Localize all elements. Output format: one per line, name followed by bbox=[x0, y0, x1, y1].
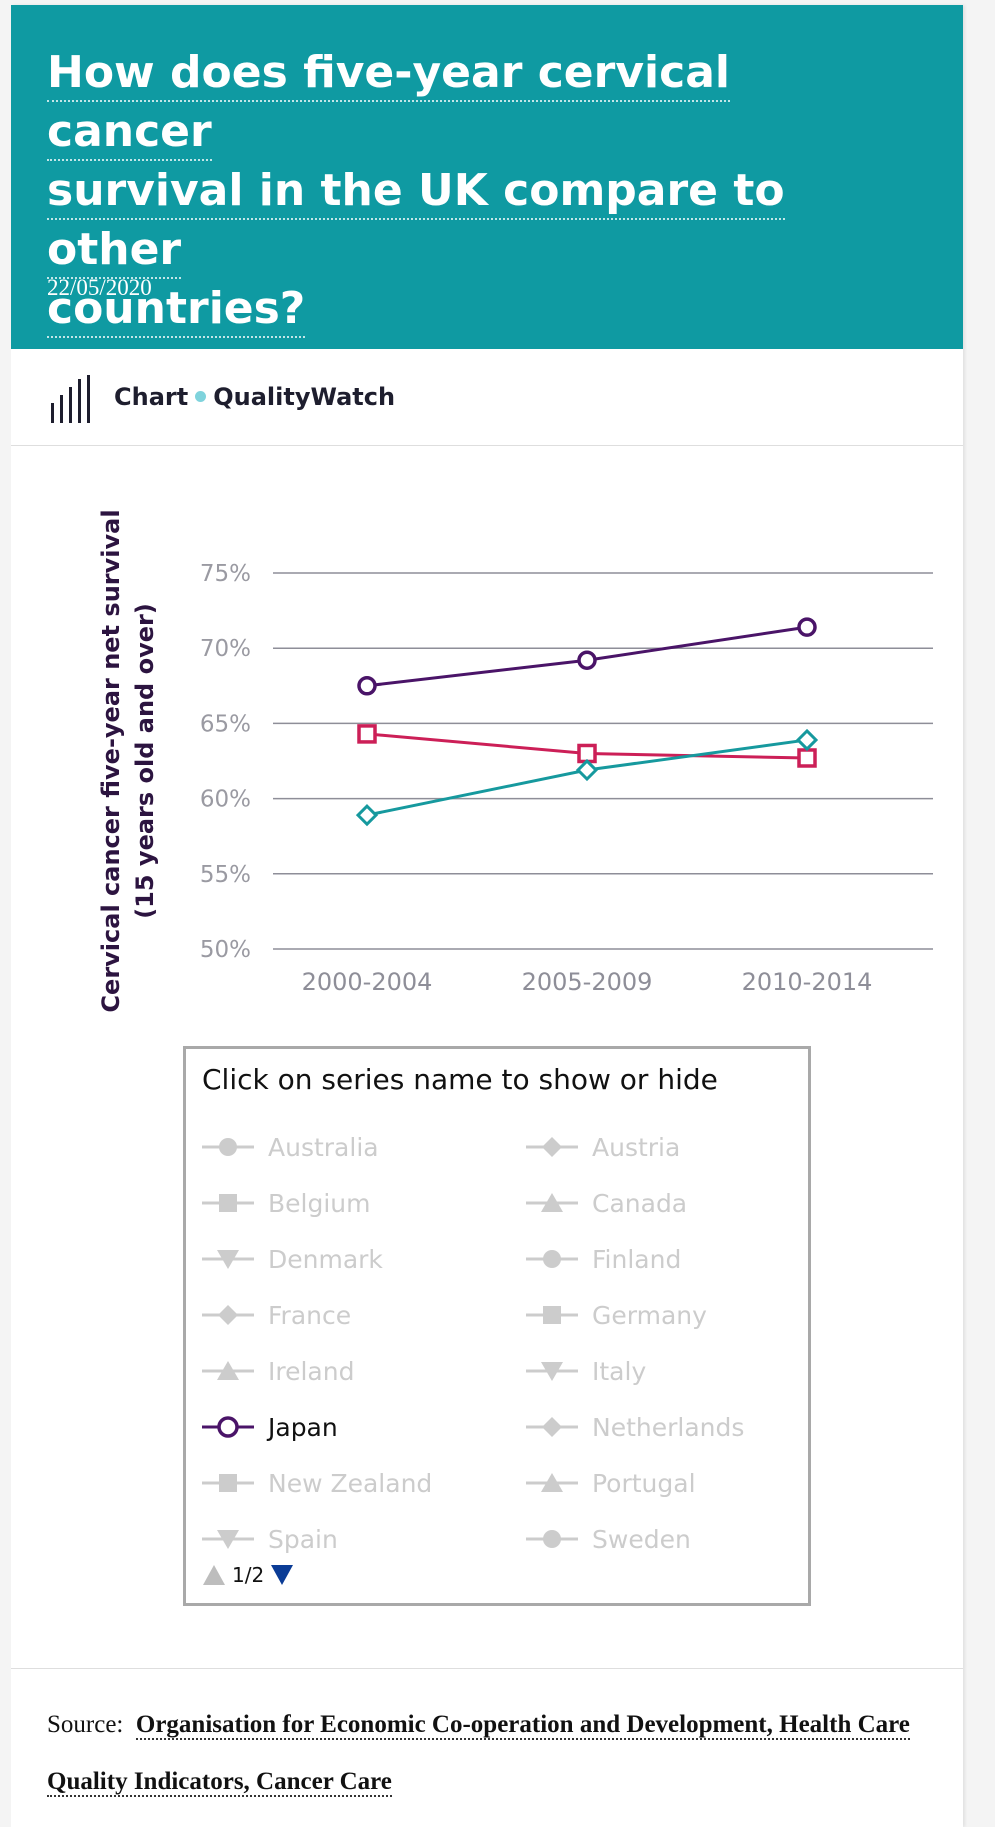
diamond-marker-icon bbox=[526, 1417, 578, 1437]
source-note: Source: Organisation for Economic Co-ope… bbox=[47, 1696, 927, 1810]
pager-label: 1/2 bbox=[232, 1563, 265, 1587]
data-point-diamond bbox=[795, 728, 819, 752]
y-tick-label: 70% bbox=[200, 636, 251, 662]
title-line-2: survival in the UK compare to other bbox=[47, 165, 785, 279]
source-label: Source: bbox=[47, 1711, 124, 1738]
y-tick-label: 75% bbox=[200, 561, 251, 587]
legend-item-label: New Zealand bbox=[268, 1468, 433, 1498]
legend-item[interactable]: Australia bbox=[200, 1119, 524, 1175]
legend-item[interactable]: Italy bbox=[524, 1343, 800, 1399]
square-marker-icon bbox=[526, 1306, 578, 1324]
triangle-down-marker-icon bbox=[526, 1362, 578, 1381]
legend-item-label: Germany bbox=[592, 1300, 707, 1330]
data-point-circle bbox=[357, 676, 377, 696]
legend-pager: 1/2 bbox=[202, 1563, 294, 1587]
legend-item-label: Canada bbox=[592, 1188, 688, 1218]
data-point-circle bbox=[577, 650, 597, 670]
legend-item[interactable]: Netherlands bbox=[524, 1399, 800, 1455]
title-line-3: countries? bbox=[47, 283, 306, 338]
y-axis-label-line: (15 years old and over) bbox=[131, 603, 159, 919]
x-tick-label: 2010-2014 bbox=[742, 968, 873, 996]
legend-item[interactable]: Canada bbox=[524, 1175, 800, 1231]
legend-item[interactable]: Spain bbox=[200, 1511, 524, 1567]
legend-item[interactable]: Ireland bbox=[200, 1343, 524, 1399]
legend-item-label: Finland bbox=[592, 1244, 682, 1274]
y-axis-label: Cervical cancer five-year net survival (1… bbox=[97, 509, 159, 1012]
diamond-marker-icon bbox=[202, 1305, 254, 1325]
arrow-up-icon[interactable] bbox=[202, 1564, 226, 1586]
legend-items: Australia Austria Belgium Canada Denmark Finl… bbox=[200, 1119, 800, 1567]
data-point-square bbox=[357, 724, 377, 744]
legend-item[interactable]: Sweden bbox=[524, 1511, 800, 1567]
data-point-diamond bbox=[575, 758, 599, 782]
legend-item-label: Belgium bbox=[268, 1188, 371, 1218]
y-axis-label-line: Cervical cancer five-year net survival bbox=[97, 509, 125, 1012]
legend-item-label: Ireland bbox=[268, 1356, 355, 1386]
x-tick-label: 2000-2004 bbox=[302, 968, 433, 996]
square-marker-icon bbox=[202, 1194, 254, 1212]
data-point-diamond bbox=[355, 804, 379, 827]
triangle-down-marker-icon bbox=[202, 1250, 254, 1269]
source-link[interactable]: Organisation for Economic Co-operation a… bbox=[47, 1711, 910, 1797]
legend-item-label: Sweden bbox=[592, 1524, 691, 1554]
arrow-down-icon[interactable] bbox=[270, 1564, 294, 1586]
legend-item-label: Italy bbox=[592, 1356, 647, 1386]
circle-marker-icon bbox=[202, 1138, 254, 1156]
quality-watch-label: QualityWatch bbox=[213, 383, 396, 411]
legend-item-label: Spain bbox=[268, 1524, 338, 1554]
diamond-marker-icon bbox=[526, 1137, 578, 1157]
source-divider bbox=[11, 1668, 963, 1669]
legend-item-label: Austria bbox=[592, 1132, 681, 1162]
legend-item-label: Denmark bbox=[268, 1244, 383, 1274]
chart-type-label: Chart bbox=[114, 383, 189, 411]
y-tick-label: 55% bbox=[200, 862, 251, 888]
publish-date: 22/05/2020 bbox=[47, 275, 152, 300]
legend-item-label: Portugal bbox=[592, 1468, 696, 1498]
legend-item[interactable]: New Zealand bbox=[200, 1455, 524, 1511]
chart-page: How does five-year cervical cancer survi… bbox=[11, 5, 963, 1827]
legend-item-label: Australia bbox=[268, 1132, 379, 1162]
triangle-marker-icon bbox=[526, 1193, 578, 1212]
legend-item[interactable]: Portugal bbox=[524, 1455, 800, 1511]
title-line-1: How does five-year cervical cancer bbox=[47, 47, 730, 161]
y-tick-label: 60% bbox=[200, 787, 251, 813]
y-tick-label: 50% bbox=[200, 937, 251, 963]
legend-item[interactable]: Austria bbox=[524, 1119, 800, 1175]
legend-item[interactable]: Germany bbox=[524, 1287, 800, 1343]
chart-source-label: Chart QualityWatch bbox=[114, 383, 395, 411]
legend-item[interactable]: Finland bbox=[524, 1231, 800, 1287]
triangle-down-marker-icon bbox=[202, 1530, 254, 1549]
legend-item[interactable]: Denmark bbox=[200, 1231, 524, 1287]
triangle-marker-icon bbox=[202, 1361, 254, 1380]
circle-marker-icon bbox=[526, 1250, 578, 1268]
legend-item-label: France bbox=[268, 1300, 352, 1330]
header-banner: How does five-year cervical cancer survi… bbox=[11, 5, 963, 349]
circle-marker-icon bbox=[526, 1530, 578, 1548]
legend-item-label: Japan bbox=[268, 1412, 338, 1442]
x-tick-label: 2005-2009 bbox=[522, 968, 653, 996]
bar-chart-icon bbox=[51, 375, 90, 423]
data-point-circle bbox=[797, 617, 817, 637]
circle-marker-icon bbox=[202, 1416, 254, 1438]
legend-item[interactable]: France bbox=[200, 1287, 524, 1343]
page-title: How does five-year cervical cancer survi… bbox=[47, 43, 867, 338]
legend-title: Click on series name to show or hide bbox=[202, 1063, 718, 1096]
legend-item[interactable]: Belgium bbox=[200, 1175, 524, 1231]
triangle-marker-icon bbox=[526, 1473, 578, 1492]
legend-item-label: Netherlands bbox=[592, 1412, 745, 1442]
chart-type-bar: Chart QualityWatch bbox=[11, 349, 963, 446]
separator-dot bbox=[195, 390, 207, 402]
data-point-square bbox=[797, 748, 817, 768]
line-chart: 50% 55% 60% 65% 70% 75% 2000-2004 2005-2009 2010… bbox=[97, 509, 933, 1013]
legend-item[interactable]: Japan bbox=[200, 1399, 524, 1455]
square-marker-icon bbox=[202, 1474, 254, 1492]
legend-box: Click on series name to show or hide Aus… bbox=[183, 1046, 811, 1606]
y-tick-label: 65% bbox=[200, 711, 251, 737]
